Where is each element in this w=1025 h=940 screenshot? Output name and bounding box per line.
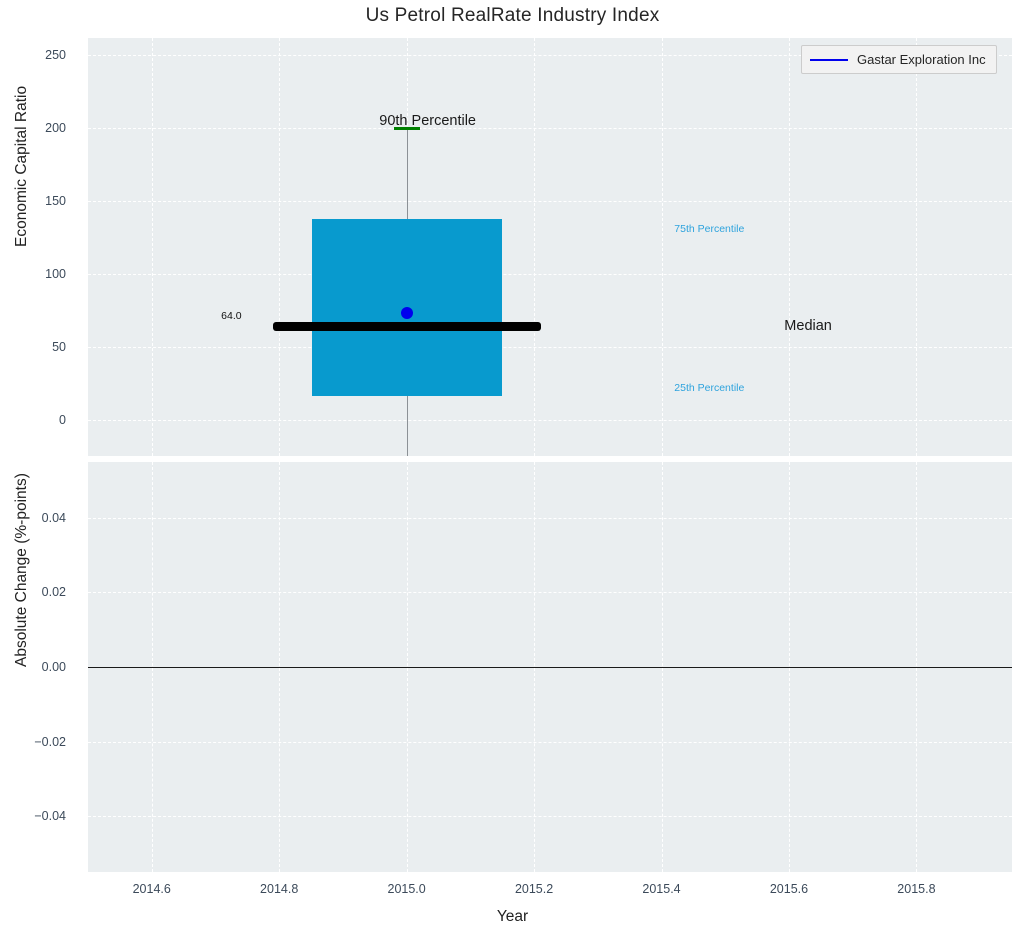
x-tick-label: 2015.4 (642, 882, 681, 896)
gridline-vertical (916, 38, 918, 456)
x-tick-label: 2014.6 (132, 882, 171, 896)
x-tick-label: 2015.0 (387, 882, 426, 896)
gridline-vertical (661, 38, 663, 456)
y-tick-label-top: 0 (59, 412, 66, 427)
chart-legend[interactable]: Gastar Exploration Inc (801, 45, 997, 74)
y-tick-label-bottom: 0.00 (41, 660, 66, 674)
x-axis-label: Year (496, 908, 529, 925)
x-tick-label: 2015.6 (769, 882, 809, 896)
x-tick-label: 2015.2 (514, 882, 554, 896)
annotation-1: 75th Percentile (674, 222, 745, 235)
gridline-vertical (151, 38, 153, 456)
y-tick-label-top: 50 (52, 339, 66, 354)
median-bar (272, 321, 541, 331)
gridline-horizontal (88, 201, 1012, 203)
annotation-2: Median (784, 318, 832, 335)
gridline-horizontal (88, 517, 1012, 519)
axes-economic-capital-ratio: 90th Percentile 75th Percentile Median 25th… (88, 38, 1012, 456)
annotation-3: 25th Percentile (674, 381, 745, 394)
y-tick-label-bottom: −0.02 (34, 734, 66, 749)
axes-absolute-change (88, 462, 1012, 872)
whisker-cap-upper (393, 126, 420, 130)
y-tick-label-top: 200 (45, 121, 66, 136)
legend-entry-label: Gastar Exploration Inc (857, 52, 986, 67)
gridline-vertical (788, 38, 790, 456)
x-tick-label: 2015.8 (897, 882, 936, 896)
y-tick-label-bottom: −0.04 (34, 809, 66, 824)
annotation-4: 64.0 (221, 310, 242, 323)
annotation-0: 90th Percentile (379, 113, 477, 130)
chart-title: Us Petrol RealRate Industry Index (365, 5, 660, 26)
legend-line-icon (810, 58, 848, 61)
gridline-horizontal (88, 741, 1012, 743)
gridline-vertical (534, 38, 536, 456)
gridline-horizontal (88, 592, 1012, 594)
gridline-horizontal (88, 816, 1012, 818)
x-tick-label: 2014.8 (260, 882, 299, 896)
y-tick-label-top: 100 (45, 266, 66, 281)
gridline-horizontal (88, 419, 1012, 421)
y-tick-label-bottom: 0.02 (41, 585, 66, 600)
company-data-point (400, 307, 413, 320)
y-tick-label-top: 250 (45, 48, 66, 63)
gridline-vertical (279, 38, 281, 456)
gridline-horizontal (88, 346, 1012, 348)
y-tick-label-top: 150 (45, 194, 66, 209)
y-tick-label-bottom: 0.04 (41, 510, 66, 525)
zero-reference-line (88, 667, 1012, 668)
gridline-horizontal (88, 273, 1012, 275)
gridline-horizontal (88, 128, 1012, 130)
